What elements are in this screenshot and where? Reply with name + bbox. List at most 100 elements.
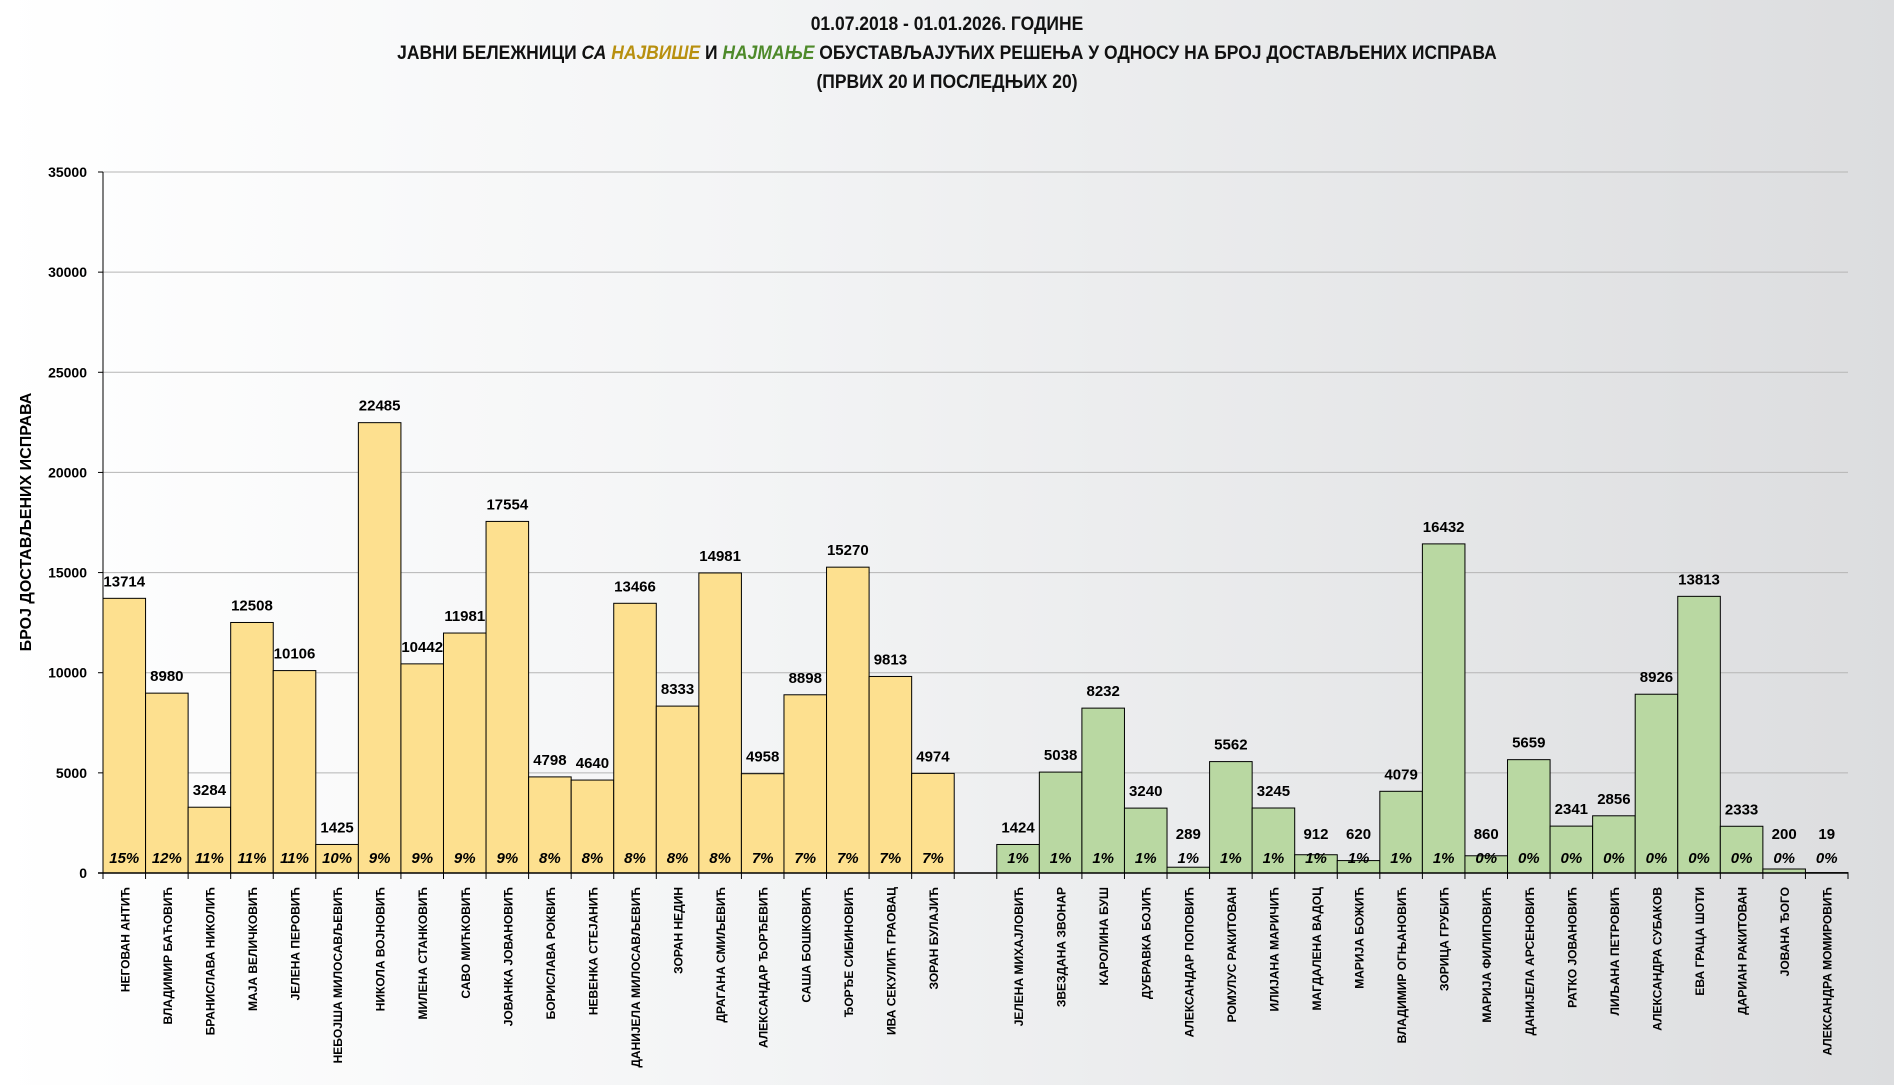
y-tick-label: 0 [79, 865, 87, 881]
bar [1209, 761, 1253, 874]
category-label: РОМУЛУС РАКИТОВАН [1225, 887, 1239, 1022]
y-tick-label: 20000 [48, 464, 87, 480]
bar [230, 621, 274, 874]
percent-label: 1% [1305, 850, 1327, 867]
category-label: ДАНИЈЕЛА МИЛОСАВЉЕВИЋ [629, 887, 643, 1068]
category-label: НЕБОЈША МИЛОСАВЉЕВИЋ [331, 887, 345, 1063]
data-label: 10106 [274, 646, 316, 663]
data-label: 8333 [661, 681, 694, 698]
category-label: КАРОЛИНА БУШ [1097, 887, 1111, 985]
percent-label: 1% [1220, 850, 1242, 867]
data-label: 10442 [401, 639, 443, 656]
title-part: СА [581, 43, 612, 64]
bar [485, 520, 530, 874]
category-label: ИВА СЕКУЛИЋ ГРАОВАЦ [884, 887, 898, 1035]
category-label: ДАНИЈЕЛА АРСЕНОВИЋ [1523, 887, 1537, 1035]
percent-label: 9% [369, 850, 391, 867]
category-label: АЛЕКСАНДРА МОМИРОВИЋ [1821, 887, 1835, 1056]
data-label: 5038 [1044, 747, 1077, 764]
bar [698, 572, 742, 874]
category-label: ЗВЕЗДАНА ЗВОНАР [1055, 887, 1069, 1007]
y-axis-label: БРОЈ ДОСТАВЉЕНИХ ИСПРАВА [18, 392, 35, 651]
category-label: ЈОВАНКА ЈОВАНОВИЋ [501, 887, 515, 1026]
title-part: ОБУСТАВЉАЈУЋИХ РЕШЕЊА У ОДНОСУ НА БРОЈ Д… [814, 43, 1497, 64]
percent-label: 1% [1050, 850, 1072, 867]
category-label: МАРИЈА ФИЛИПОВИЋ [1480, 887, 1494, 1023]
data-label: 2341 [1555, 801, 1588, 818]
data-label: 1424 [1001, 819, 1035, 836]
bar [1166, 866, 1211, 874]
category-label: ЗОРИЦА ГРУБИЋ [1438, 887, 1452, 991]
percent-label: 0% [1561, 850, 1583, 867]
data-label: 12508 [231, 597, 273, 614]
percent-label: 11% [238, 850, 267, 867]
percent-label: 1% [1348, 850, 1370, 867]
category-label: НЕВЕНКА СТЕЈАНИЋ [586, 887, 600, 1015]
title-subtitle: (ПРВИХ 20 И ПОСЛЕДЊИХ 20) [816, 72, 1078, 93]
bar [102, 597, 147, 874]
category-label: БРАНИСЛАВА НИКОЛИЋ [203, 887, 217, 1035]
bar [1081, 707, 1125, 874]
category-label: ДАРИАН РАКИТОВАН [1736, 887, 1750, 1015]
data-label: 4974 [916, 748, 950, 765]
title-main: ЈАВНИ БЕЛЕЖНИЦИ СА НАЈВИШЕ И НАЈМАЊЕ ОБУ… [76, 39, 1818, 68]
data-label: 3240 [1129, 783, 1162, 800]
category-label: МАРИЈА БОЖИЋ [1353, 887, 1367, 989]
percent-label: 8% [624, 850, 646, 867]
data-label: 4798 [533, 752, 566, 769]
category-label: АЛЕКСАНДРА СУБАКОВ [1650, 887, 1664, 1031]
percent-label: 0% [1773, 850, 1795, 867]
chart-title: 01.07.2018 - 01.01.2026. ГОДИНЕ ЈАВНИ БЕ… [76, 10, 1818, 97]
data-label: 2333 [1725, 801, 1758, 818]
data-label: 14981 [699, 548, 741, 565]
bar [613, 602, 657, 874]
category-label: ЕВА ГРАЦА ШОТИ [1693, 887, 1707, 996]
percent-label: 1% [1135, 850, 1157, 867]
data-label: 620 [1346, 826, 1371, 843]
category-label: ЈЕЛЕНА ПЕРОВИЋ [289, 887, 303, 1000]
data-label: 17554 [486, 496, 528, 513]
y-tick-label: 35000 [48, 164, 87, 180]
data-label: 8926 [1640, 669, 1673, 686]
category-label: ЂОРЂЕ СИБИНОВИЋ [842, 887, 856, 1017]
category-label: РАТКО ЈОВАНОВИЋ [1565, 887, 1579, 1008]
percent-label: 7% [752, 850, 774, 867]
category-label: САВО МИЋКОВИЋ [459, 887, 473, 999]
data-label: 200 [1772, 826, 1797, 843]
data-label: 5562 [1214, 737, 1247, 754]
data-label: 5659 [1512, 735, 1545, 752]
title-most: НАЈВИШЕ [611, 43, 701, 64]
percent-label: 15% [109, 850, 139, 867]
bar [570, 779, 615, 874]
data-label: 19 [1818, 826, 1835, 843]
data-label: 15270 [827, 542, 869, 559]
percent-label: 0% [1816, 850, 1838, 867]
percent-label: 7% [922, 850, 944, 867]
category-label: ИЛИЈАНА МАРИЧИЋ [1267, 887, 1281, 1012]
percent-label: 1% [1007, 850, 1029, 867]
bar [1549, 825, 1594, 874]
percent-label: 0% [1603, 850, 1625, 867]
data-label: 22485 [359, 398, 401, 415]
bar [400, 663, 444, 874]
category-label: ВЛАДИМИР БАЋОВИЋ [161, 887, 175, 1025]
bar [1719, 825, 1764, 874]
bar [1507, 759, 1551, 874]
bar [1592, 815, 1636, 874]
data-label: 912 [1303, 826, 1328, 843]
category-label: АЛЕКСАНДАР ПОПОВИЋ [1182, 887, 1196, 1037]
percent-label: 0% [1731, 850, 1753, 867]
y-tick-label: 10000 [48, 665, 87, 681]
title-part: ЈАВНИ БЕЛЕЖНИЦИ [397, 43, 582, 64]
bar [1123, 807, 1168, 874]
percent-label: 9% [411, 850, 433, 867]
percent-label: 1% [1433, 850, 1455, 867]
percent-label: 8% [667, 850, 689, 867]
percent-label: 7% [794, 850, 816, 867]
data-label: 4958 [746, 749, 779, 766]
percent-label: 8% [709, 850, 731, 867]
category-label: ДУБРАВКА БОЈИЋ [1140, 887, 1154, 999]
percent-label: 12% [152, 850, 182, 867]
bar [655, 705, 700, 874]
bar [272, 670, 317, 874]
